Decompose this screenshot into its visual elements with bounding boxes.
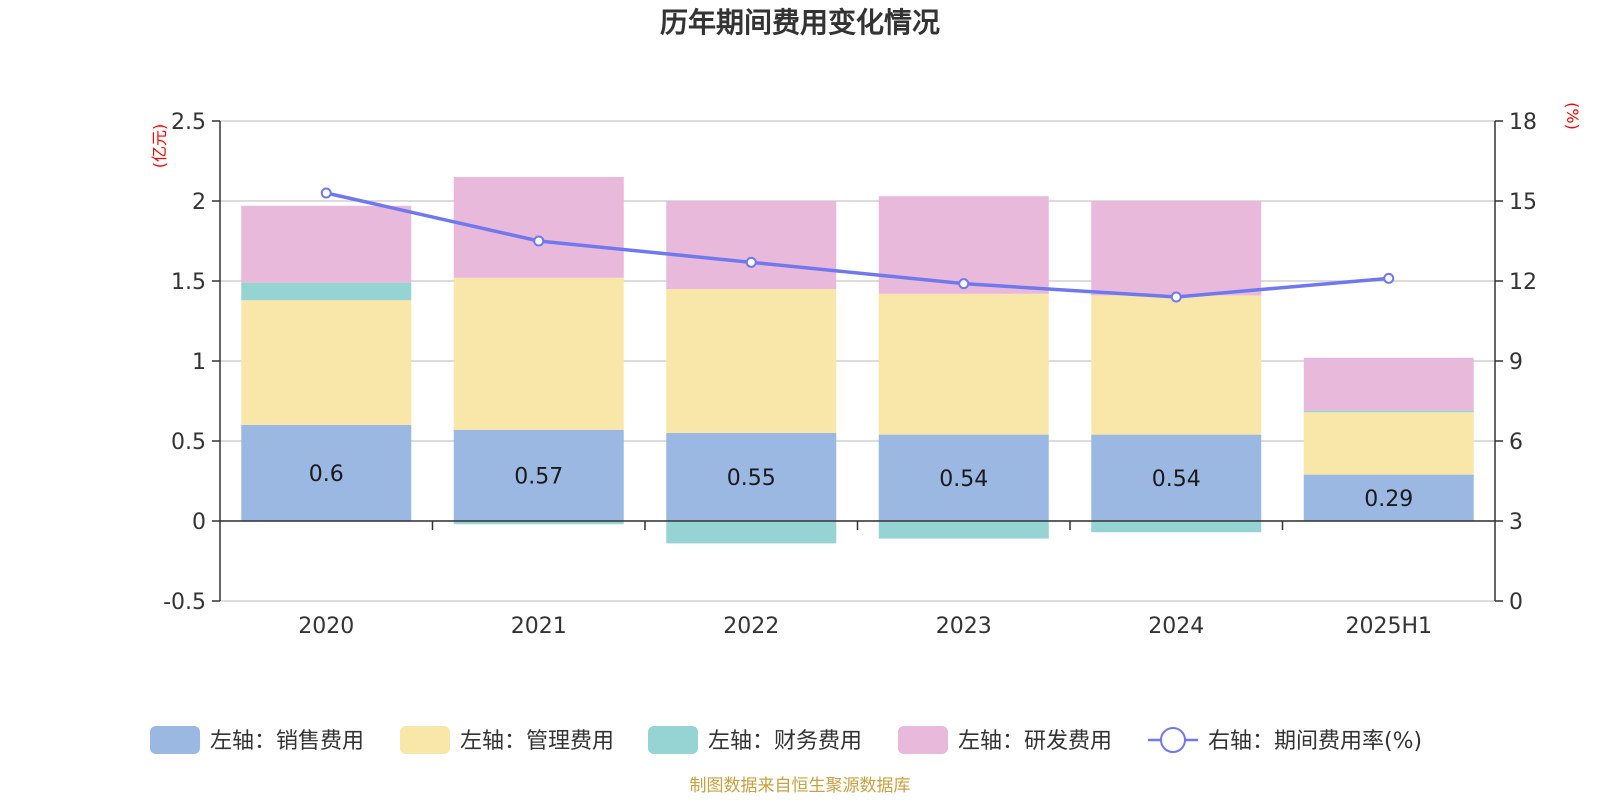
bar-data-label: 0.54	[1152, 467, 1201, 492]
bar-segment	[878, 434, 1049, 521]
bar-segment	[666, 201, 837, 289]
bar-segment	[1091, 295, 1262, 435]
bar-segment	[1091, 434, 1262, 521]
bar-segment	[241, 205, 412, 283]
bar-segment	[241, 282, 412, 301]
left-tick-label: 2	[192, 190, 206, 215]
bar-segment	[1091, 521, 1262, 533]
bar-segment	[241, 425, 412, 521]
bar-segment	[666, 521, 837, 544]
bar-segment	[666, 433, 837, 521]
legend: 左轴：销售费用 左轴：管理费用 左轴：财务费用 左轴：研发费用 右轴：期间费用率(%)	[150, 726, 1422, 754]
right-tick-label: 12	[1509, 270, 1537, 295]
legend-label: 左轴：财务费用	[708, 729, 862, 754]
bar-data-label: 0.6	[309, 462, 344, 487]
left-tick-label: 1.5	[171, 270, 206, 295]
right-tick-label: 6	[1509, 430, 1523, 455]
legend-label: 左轴：管理费用	[460, 729, 614, 754]
bar-segment	[1303, 357, 1474, 411]
right-tick-label: 3	[1509, 510, 1523, 535]
line-point	[745, 256, 757, 268]
legend-label: 左轴：研发费用	[958, 729, 1112, 754]
left-tick-label: 0	[192, 510, 206, 535]
right-tick-label: 18	[1509, 110, 1537, 135]
x-tick-label: 2023	[936, 614, 992, 639]
bar-segment	[1303, 412, 1474, 475]
right-tick-label: 0	[1509, 590, 1523, 615]
bar-segment	[453, 277, 624, 430]
legend-swatch	[648, 726, 698, 754]
legend-swatch	[150, 726, 200, 754]
legend-swatch	[400, 726, 450, 754]
line-point	[320, 187, 332, 199]
legend-swatch	[898, 726, 948, 754]
bar-data-label: 0.29	[1364, 487, 1413, 512]
x-tick-label: 2020	[298, 614, 354, 639]
legend-marker	[1160, 727, 1186, 753]
bar-segment	[453, 521, 624, 525]
bar-segment	[453, 429, 624, 521]
legend-label: 左轴：销售费用	[210, 729, 364, 754]
line-point	[958, 278, 970, 290]
axes: -0.5 0 0.5 1 1.5 2 2.5 0 3 6 9 12 15 18 2020 2021 2022 20…	[163, 110, 1537, 639]
expense-rate-line	[320, 187, 1395, 303]
left-tick-label: 2.5	[171, 110, 206, 135]
bar-data-labels: 0.6 0.57 0.55 0.54 0.54 0.29	[309, 462, 1413, 512]
bar-segment	[878, 293, 1049, 435]
bar-segment	[1303, 410, 1474, 413]
data-source: 制图数据来自恒生聚源数据库	[690, 776, 911, 796]
line-point	[533, 235, 545, 247]
left-tick-label: 1	[192, 350, 206, 375]
bar-segment	[666, 289, 837, 433]
bar-data-label: 0.55	[727, 466, 776, 491]
left-tick-label: 0.5	[171, 430, 206, 455]
bar-data-label: 0.54	[939, 467, 988, 492]
left-axis-unit: (亿元)	[150, 124, 169, 169]
legend-label: 右轴：期间费用率(%)	[1208, 729, 1422, 754]
bar-segment	[878, 521, 1049, 539]
chart-title: 历年期间费用变化情况	[660, 6, 940, 39]
left-tick-label: -0.5	[163, 590, 206, 615]
bar-series	[241, 177, 1474, 544]
bar-segment	[241, 300, 412, 425]
right-tick-label: 15	[1509, 190, 1537, 215]
line-path	[325, 191, 1389, 299]
x-tick-label: 2022	[723, 614, 779, 639]
x-tick-label: 2025H1	[1345, 614, 1432, 639]
line-point	[1383, 272, 1395, 284]
line-point	[1170, 291, 1182, 303]
x-tick-label: 2024	[1148, 614, 1204, 639]
bar-segment	[1303, 474, 1474, 521]
right-axis-unit: (%)	[1563, 102, 1582, 130]
right-tick-label: 9	[1509, 350, 1523, 375]
bar-data-label: 0.57	[514, 464, 563, 489]
x-tick-label: 2021	[511, 614, 567, 639]
bar-segment	[1091, 201, 1262, 296]
